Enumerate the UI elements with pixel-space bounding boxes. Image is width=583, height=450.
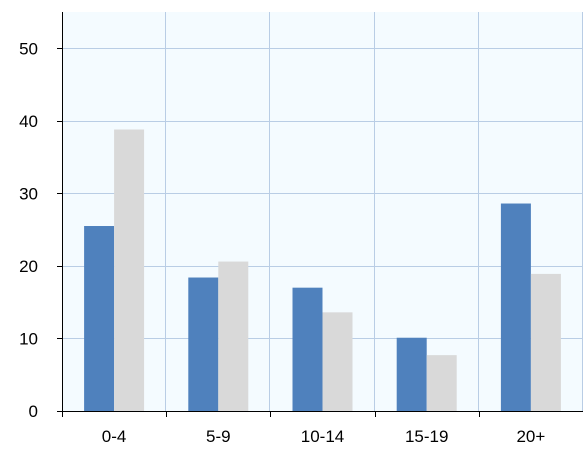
y-tick-labels: 0 10 20 30 40 50	[19, 39, 38, 421]
y-tick-label: 50	[19, 39, 38, 58]
bar-series-2-20+	[530, 273, 561, 411]
bar-series-1-15-19	[396, 337, 427, 411]
y-tick-label: 10	[19, 329, 38, 348]
bar-series-2-15-19	[426, 355, 457, 411]
x-tick-label: 5-9	[206, 427, 231, 446]
x-tick-label: 15-19	[405, 427, 448, 446]
x-tick-label: 0-4	[102, 427, 127, 446]
x-tick-labels: 0-4 5-9 10-14 15-19 20+	[102, 427, 546, 446]
y-tick-label: 40	[19, 112, 38, 131]
axes	[57, 12, 583, 417]
y-tick-label: 30	[19, 184, 38, 203]
bars	[84, 129, 561, 412]
bar-series-2-0-4	[114, 129, 145, 412]
y-tick-label: 20	[19, 257, 38, 276]
bar-series-1-0-4	[84, 226, 115, 411]
bar-series-2-10-14	[322, 312, 353, 411]
bar-series-1-20+	[500, 203, 531, 411]
x-tick-label: 10-14	[301, 427, 344, 446]
bar-series-1-5-9	[188, 277, 219, 411]
y-tick-label: 0	[29, 402, 38, 421]
bar-series-2-5-9	[218, 261, 249, 411]
bar-series-1-10-14	[292, 287, 323, 411]
x-tick-label: 20+	[516, 427, 545, 446]
